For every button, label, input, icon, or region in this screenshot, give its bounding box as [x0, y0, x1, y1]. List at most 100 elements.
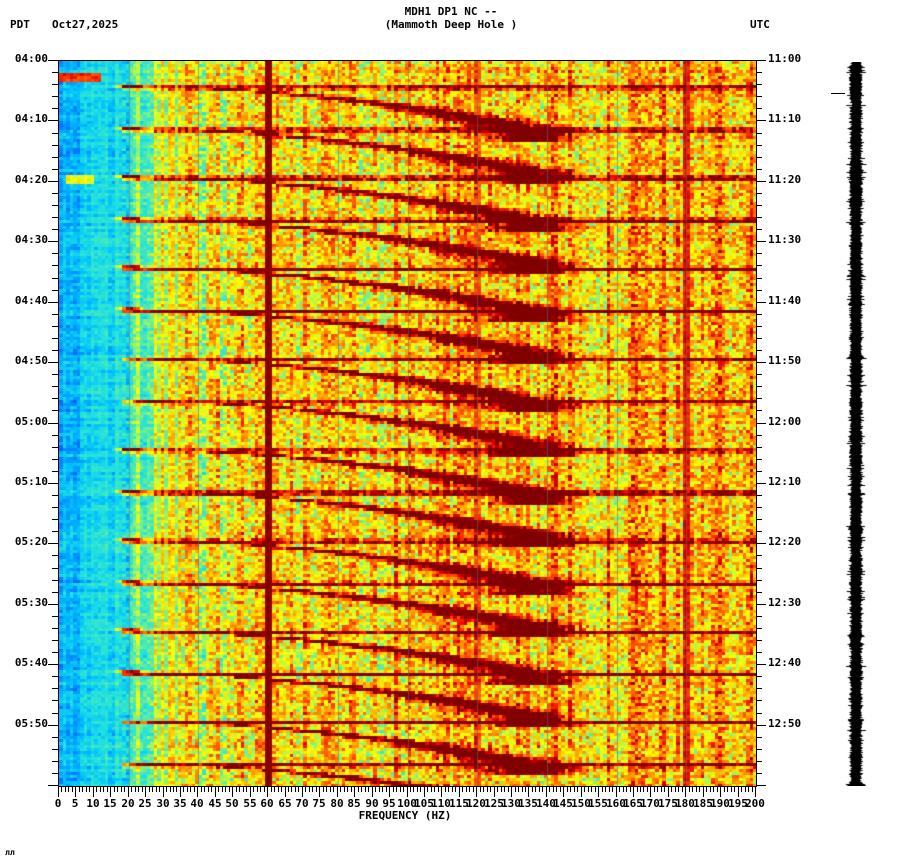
- y-axis-major-tick-left: [48, 362, 58, 363]
- y-axis-major-tick-left: [48, 120, 58, 121]
- x-axis-minor-tick: [455, 787, 456, 792]
- x-axis-minor-tick: [243, 787, 244, 792]
- y-axis-major-tick-right: [756, 423, 766, 424]
- x-axis-minor-tick: [717, 787, 718, 792]
- x-axis-label-30hz: 30: [156, 797, 170, 810]
- x-axis-minor-tick: [403, 787, 404, 792]
- x-axis-minor-tick: [413, 787, 414, 792]
- x-axis-major-tick: [163, 787, 164, 797]
- x-axis-minor-tick: [295, 787, 296, 792]
- x-axis-minor-tick: [103, 787, 104, 792]
- x-axis-minor-tick: [574, 787, 575, 792]
- x-axis-minor-tick: [114, 787, 115, 792]
- x-axis-minor-tick: [121, 787, 122, 792]
- x-axis-label-35hz: 35: [173, 797, 187, 810]
- x-axis-major-tick: [337, 787, 338, 797]
- x-axis-minor-tick: [664, 787, 665, 792]
- x-axis-minor-tick: [657, 787, 658, 792]
- x-axis-minor-tick: [291, 787, 292, 792]
- x-axis-minor-tick: [724, 787, 725, 792]
- x-axis-minor-tick: [278, 787, 279, 792]
- x-axis-minor-tick: [605, 787, 606, 792]
- x-axis-minor-tick: [246, 787, 247, 792]
- x-axis-label-175hz: 175: [658, 797, 678, 810]
- y-axis-label-utc-1220: 12:20: [768, 535, 802, 548]
- y-axis-label-utc-1210: 12:10: [768, 475, 802, 488]
- x-axis-minor-tick: [595, 787, 596, 792]
- y-axis-label-utc-1140: 11:40: [768, 294, 802, 307]
- x-axis-major-tick: [563, 787, 564, 797]
- x-axis-minor-tick: [264, 787, 265, 792]
- y-axis-label-utc-1150: 11:50: [768, 354, 802, 367]
- x-axis-minor-tick: [654, 787, 655, 792]
- x-axis-major-tick: [93, 787, 94, 797]
- x-axis-major-tick: [685, 787, 686, 797]
- x-axis-major-tick: [267, 787, 268, 797]
- y-axis-label-local-0430: 04:30: [14, 233, 48, 246]
- y-axis-label-local-0450: 04:50: [14, 354, 48, 367]
- x-axis-label-185hz: 185: [693, 797, 713, 810]
- x-axis-minor-tick: [434, 787, 435, 792]
- x-axis-major-tick: [145, 787, 146, 797]
- x-axis-minor-tick: [382, 787, 383, 792]
- x-axis-minor-tick: [452, 787, 453, 792]
- y-axis-major-tick-right: [756, 543, 766, 544]
- x-axis-minor-tick: [553, 787, 554, 792]
- spectrogram-plot[interactable]: [58, 60, 757, 787]
- x-axis-label-75hz: 75: [312, 797, 326, 810]
- x-axis-minor-tick: [68, 787, 69, 792]
- x-axis-minor-tick: [713, 787, 714, 792]
- x-axis-minor-tick: [79, 787, 80, 792]
- x-axis-minor-tick: [326, 787, 327, 792]
- x-axis-minor-tick: [682, 787, 683, 792]
- x-axis-major-tick: [720, 787, 721, 797]
- x-axis-minor-tick: [448, 787, 449, 792]
- y-axis-label-local-0510: 05:10: [14, 475, 48, 488]
- x-axis-minor-tick: [522, 787, 523, 792]
- y-axis-label-local-0550: 05:50: [14, 717, 48, 730]
- x-axis-label-90hz: 90: [365, 797, 379, 810]
- x-axis-major-tick: [302, 787, 303, 797]
- y-axis-major-tick-right: [756, 120, 766, 121]
- y-axis-major-tick-left: [48, 302, 58, 303]
- x-axis-minor-tick: [490, 787, 491, 792]
- x-axis-minor-tick: [82, 787, 83, 792]
- x-axis-minor-tick: [466, 787, 467, 792]
- x-axis-major-tick: [75, 787, 76, 797]
- y-axis-major-tick-left: [48, 181, 58, 182]
- x-axis-minor-tick: [699, 787, 700, 792]
- x-axis-minor-tick: [323, 787, 324, 792]
- x-axis-minor-tick: [480, 787, 481, 792]
- x-axis-minor-tick: [689, 787, 690, 792]
- y-axis-label-utc-1200: 12:00: [768, 415, 802, 428]
- x-axis-minor-tick: [316, 787, 317, 792]
- x-axis-minor-tick: [643, 787, 644, 792]
- y-axis-label-local-0440: 04:40: [14, 294, 48, 307]
- x-axis-minor-tick: [487, 787, 488, 792]
- x-axis-major-tick: [650, 787, 651, 797]
- y-axis-label-utc-1240: 12:40: [768, 656, 802, 669]
- x-axis-major-tick: [58, 787, 59, 797]
- x-axis-minor-tick: [637, 787, 638, 792]
- x-axis-minor-tick: [734, 787, 735, 792]
- x-axis-minor-tick: [190, 787, 191, 792]
- x-axis-minor-tick: [560, 787, 561, 792]
- x-axis-minor-tick: [532, 787, 533, 792]
- x-axis-major-tick: [354, 787, 355, 797]
- x-axis-minor-tick: [445, 787, 446, 792]
- x-axis-minor-tick: [156, 787, 157, 792]
- x-axis-label-50hz: 50: [225, 797, 239, 810]
- x-axis-minor-tick: [508, 787, 509, 792]
- y-axis-major-tick-right: [756, 302, 766, 303]
- x-axis-major-tick: [372, 787, 373, 797]
- x-axis-minor-tick: [271, 787, 272, 792]
- x-axis-major-tick: [128, 787, 129, 797]
- y-axis-major-tick-right: [756, 362, 766, 363]
- x-axis-minor-tick: [647, 787, 648, 792]
- x-axis-minor-tick: [539, 787, 540, 792]
- x-axis-label-130hz: 130: [501, 797, 521, 810]
- y-axis-major-tick-right: [756, 604, 766, 605]
- x-axis-major-tick: [389, 787, 390, 797]
- x-axis-minor-tick: [602, 787, 603, 792]
- x-axis-label-190hz: 190: [710, 797, 730, 810]
